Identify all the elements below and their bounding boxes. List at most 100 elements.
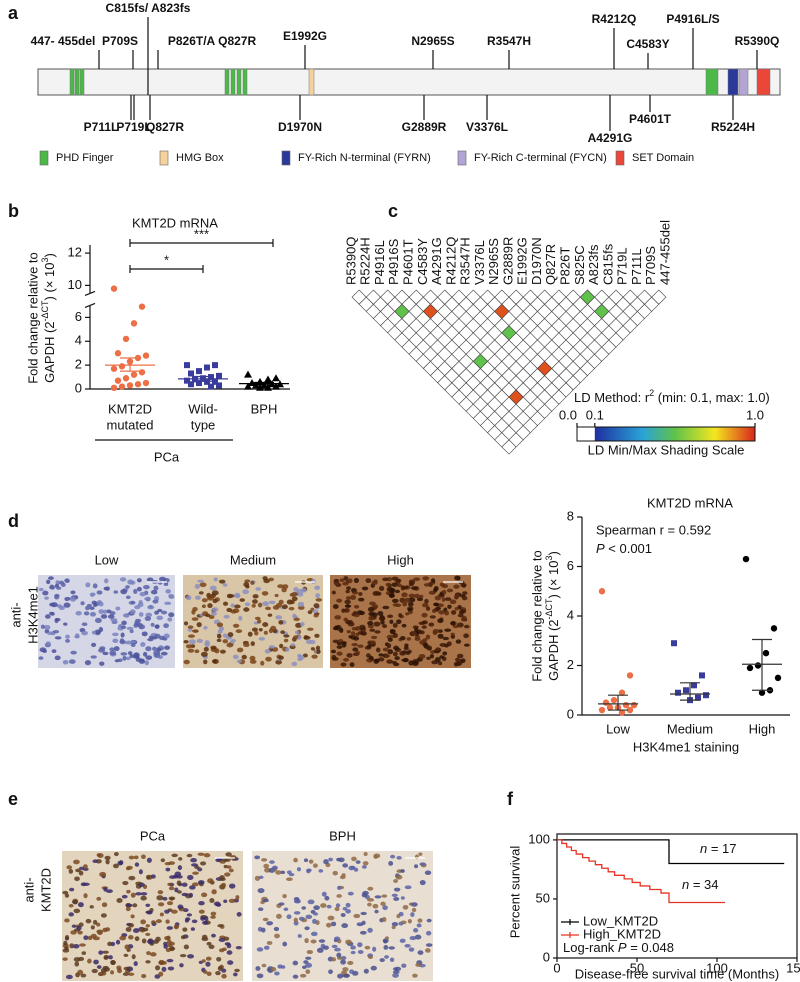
cell-nucleus [169, 875, 176, 879]
cell-nucleus [145, 960, 151, 964]
cell-nucleus [402, 601, 408, 607]
row-label: H3K4me1 [25, 586, 40, 644]
data-point [216, 382, 222, 389]
cell-nucleus [343, 657, 349, 662]
cell-nucleus [201, 598, 208, 603]
color-scale-low [577, 427, 595, 441]
cell-nucleus [293, 857, 298, 863]
cell-nucleus [388, 946, 395, 950]
cell-nucleus [216, 956, 222, 962]
protein-domain [74, 68, 80, 96]
cell-nucleus [444, 597, 452, 601]
cell-nucleus [89, 905, 94, 909]
cell-nucleus [99, 661, 105, 666]
data-point [110, 365, 118, 372]
cell-nucleus [327, 915, 335, 921]
annotation-part: P [618, 940, 627, 955]
cell-nucleus [161, 610, 168, 615]
cell-nucleus [384, 936, 389, 940]
cell-nucleus [301, 965, 307, 970]
cell-nucleus [313, 905, 320, 911]
cell-nucleus [147, 605, 155, 610]
cell-nucleus [134, 936, 140, 942]
cell-nucleus [389, 593, 395, 599]
cell-nucleus [438, 610, 445, 615]
cell-nucleus [312, 863, 318, 868]
cell-nucleus [324, 895, 330, 901]
cell-nucleus [101, 902, 108, 908]
cell-nucleus [122, 613, 129, 618]
cell-nucleus [340, 662, 347, 667]
cell-nucleus [263, 630, 268, 635]
cell-nucleus [164, 936, 170, 941]
data-point [610, 696, 618, 704]
cell-nucleus [261, 927, 266, 933]
y-tick-label: 0 [75, 380, 82, 395]
cell-nucleus [367, 902, 372, 907]
cell-nucleus [232, 623, 240, 628]
cell-nucleus [262, 917, 269, 922]
y-axis-label: Percent survival [507, 846, 522, 939]
cell-nucleus [403, 646, 409, 651]
cell-nucleus [416, 597, 423, 602]
cell-nucleus [260, 660, 265, 666]
cell-nucleus [383, 945, 389, 950]
cell-nucleus [437, 661, 443, 666]
cell-nucleus [408, 601, 414, 607]
cell-nucleus [357, 644, 364, 648]
cell-nucleus [340, 912, 346, 917]
cell-nucleus [336, 598, 343, 603]
cell-nucleus [255, 587, 262, 591]
cell-nucleus [112, 638, 119, 644]
cell-nucleus [261, 858, 268, 862]
cell-nucleus [234, 604, 241, 609]
data-point [208, 383, 214, 390]
cell-nucleus [85, 918, 92, 924]
cell-nucleus [414, 854, 419, 860]
cell-nucleus [396, 619, 402, 625]
y-axis-label-part: 3 [544, 555, 554, 560]
cell-nucleus [331, 957, 337, 962]
cell-nucleus [222, 639, 229, 644]
cell-nucleus [49, 584, 54, 589]
cell-nucleus [381, 916, 387, 923]
cell-nucleus [371, 604, 379, 609]
scale-tick-label: 0.0 [559, 407, 577, 422]
cell-nucleus [380, 901, 386, 907]
cell-nucleus [369, 628, 376, 632]
ld-marker-label: P4601T [401, 239, 416, 285]
x-tick-label: 150 [786, 960, 800, 975]
cell-nucleus [422, 576, 430, 581]
cell-nucleus [80, 601, 85, 606]
cell-nucleus [286, 599, 294, 605]
axis-break [84, 302, 96, 309]
cell-nucleus [146, 874, 151, 880]
cell-nucleus [457, 613, 464, 618]
data-point [110, 384, 118, 392]
cell-nucleus [373, 854, 378, 859]
ld-marker-label: Q827R [543, 244, 558, 285]
cell-nucleus [391, 893, 398, 898]
ld-cell-value [579, 289, 596, 305]
cell-nucleus [376, 591, 382, 596]
cell-nucleus [90, 593, 95, 597]
cell-nucleus [74, 633, 80, 639]
cell-nucleus [307, 899, 315, 905]
cell-nucleus [394, 966, 402, 972]
cell-nucleus [377, 657, 385, 662]
data-point [703, 692, 709, 699]
cell-nucleus [419, 594, 424, 599]
cell-nucleus [54, 636, 62, 640]
cell-nucleus [211, 933, 216, 938]
y-axis-label-part: 3 [40, 257, 50, 262]
x-tick-label: 0 [553, 960, 560, 975]
cell-nucleus [361, 586, 369, 591]
cell-nucleus [71, 924, 77, 928]
cell-nucleus [462, 591, 468, 595]
cell-nucleus [383, 939, 388, 944]
cell-nucleus [394, 656, 400, 661]
cell-nucleus [286, 914, 292, 920]
cell-nucleus [226, 593, 233, 599]
cell-nucleus [367, 621, 374, 626]
cell-nucleus [116, 898, 123, 903]
